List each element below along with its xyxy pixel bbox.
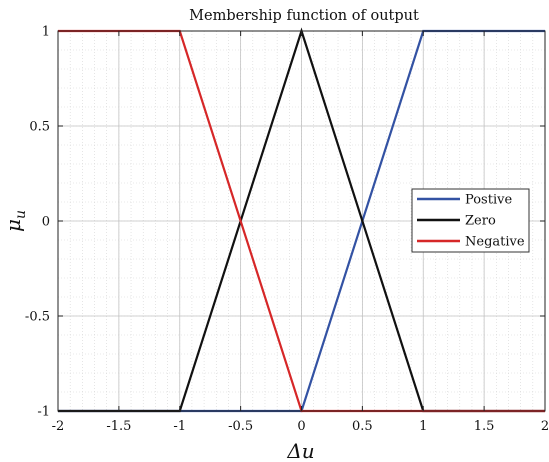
x-axis-label: Δu bbox=[286, 439, 314, 462]
y-tick-label: -1 bbox=[37, 405, 50, 420]
y-tick-label: -0.5 bbox=[25, 310, 50, 325]
x-tick-label: -2 bbox=[52, 419, 65, 434]
x-tick-label: -0.5 bbox=[228, 419, 253, 434]
x-tick-label: 0 bbox=[297, 419, 305, 434]
x-tick-label: 1.5 bbox=[474, 419, 495, 434]
y-axis-label-main: μ bbox=[1, 219, 25, 232]
ticks-layer: -2 -1.5 -1 -0.5 0 0.5 1 1.5 2 -1 -0.5 0 0.5 1 bbox=[25, 25, 549, 435]
legend-label-postive: Postive bbox=[465, 193, 512, 208]
legend: Postive Zero Negative bbox=[411, 188, 530, 253]
y-tick-label: 0 bbox=[42, 215, 50, 230]
legend-label-zero: Zero bbox=[465, 214, 496, 229]
y-tick-label: 1 bbox=[42, 25, 50, 40]
x-tick-label: -1.5 bbox=[106, 419, 131, 434]
x-tick-label: 1 bbox=[419, 419, 427, 434]
x-tick-label: 2 bbox=[541, 419, 549, 434]
chart-title: Membership function of output bbox=[189, 8, 419, 24]
legend-label-negative: Negative bbox=[465, 235, 525, 250]
y-tick-label: 0.5 bbox=[29, 120, 50, 135]
x-tick-label: -1 bbox=[173, 419, 186, 434]
y-axis-label-subscript: u bbox=[13, 210, 29, 219]
y-axis-label: μu bbox=[1, 210, 29, 232]
x-tick-label: 0.5 bbox=[352, 419, 373, 434]
